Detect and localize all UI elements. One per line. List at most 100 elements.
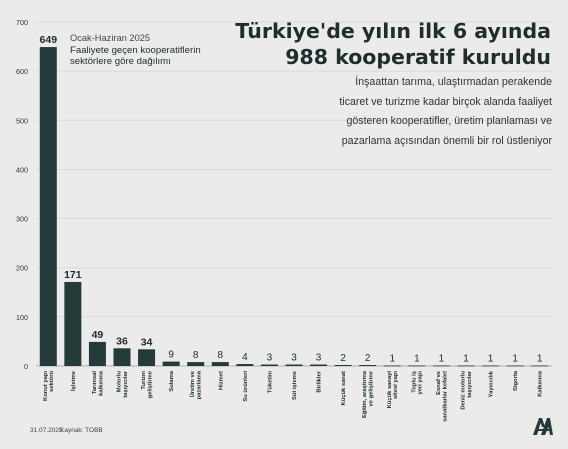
title-line-1: Türkiye'de yılın ilk 6 ayında xyxy=(235,19,551,43)
x-tick-label-line: Üretim ve xyxy=(189,370,196,397)
bar xyxy=(138,349,156,366)
bar-value-label: 8 xyxy=(218,350,224,361)
bar xyxy=(432,365,450,367)
y-tick-label: 600 xyxy=(16,67,28,76)
bar-value-label: 4 xyxy=(242,352,248,363)
x-tick-label: Tarımsalkalkınma xyxy=(92,370,104,396)
x-tick-label: Esnaf vesanatkarlar kefalet xyxy=(436,370,448,422)
bar xyxy=(39,47,57,366)
y-tick-label: 500 xyxy=(16,116,28,125)
x-tick-label: Tüketim xyxy=(267,371,273,393)
x-tick-label-line: Birlikler xyxy=(317,370,323,392)
bar-value-label: 2 xyxy=(365,353,371,364)
x-tick-label-line: ve geliştirme xyxy=(369,370,375,406)
bar-value-label: 1 xyxy=(463,354,469,365)
x-tick-label-line: Deniz motorlu xyxy=(461,371,467,410)
x-tick-label-line: taşıyıcılar xyxy=(123,370,129,397)
x-tick-label: Su ürünleri xyxy=(243,371,249,402)
x-tick-label-line: Küçük sanayi xyxy=(387,371,393,409)
description: İnşaattan tarıma, ulaştırmadan perakende… xyxy=(339,76,552,147)
y-tick-label: 300 xyxy=(16,215,28,224)
x-tick-label-line: pazarlama xyxy=(197,370,203,399)
bar xyxy=(211,362,229,366)
page-title: Türkiye'de yılın ilk 6 ayında 988 kooper… xyxy=(221,18,551,70)
y-tick-label: 100 xyxy=(16,313,28,322)
bar-value-label: 49 xyxy=(92,329,104,341)
bar-value-label: 36 xyxy=(116,335,128,347)
x-tick-label: Hizmet xyxy=(218,371,224,390)
x-tick-label-line: Sulama xyxy=(169,370,175,391)
labels: 0 100 200 300 400 500 600 700 649 Konut yapısektö… xyxy=(16,18,544,422)
footer-date: 31.07.2025 xyxy=(30,427,63,434)
bar xyxy=(162,361,180,366)
x-tick-label-line: Sigorta xyxy=(513,370,519,391)
bar xyxy=(310,364,328,366)
x-tick-label-line: Tüketim xyxy=(267,371,273,393)
bar xyxy=(383,365,401,367)
bars xyxy=(39,47,549,367)
bar xyxy=(359,365,377,366)
x-tick-label-line: sanatkarlar kefalet xyxy=(442,371,448,422)
bar xyxy=(506,365,524,367)
x-tick-label-line: Yayıncılık xyxy=(489,370,495,397)
bar-value-label: 1 xyxy=(512,354,518,365)
x-tick-label-line: Hizmet xyxy=(218,371,224,390)
bar xyxy=(285,364,303,366)
x-tick-label: Deniz motorlutaşıyıcılar xyxy=(461,370,473,409)
bar xyxy=(334,365,352,366)
x-tick-label-line: sitesi yapı xyxy=(393,371,399,399)
x-tick-label: Toplu işyeri yapı xyxy=(411,371,423,395)
bar xyxy=(113,348,131,366)
x-tick-label-line: Su ürünleri xyxy=(243,371,249,402)
x-tick-label-line: sektörü xyxy=(49,371,55,392)
x-tick-label: Eğitim, araştırmave geliştirme xyxy=(362,370,374,418)
x-tick-label-line: Konut yapı xyxy=(43,371,49,401)
x-tick-label: Motorlutaşıyıcılar xyxy=(117,370,129,397)
bar-value-label: 8 xyxy=(193,350,199,361)
y-tick-label: 200 xyxy=(16,264,28,273)
x-tick-label-line: Süt işleme xyxy=(292,370,298,400)
bar-value-label: 3 xyxy=(291,353,297,364)
x-tick-label-line: taşıyıcılar xyxy=(467,370,473,397)
aa-logo-icon xyxy=(533,418,553,435)
x-tick-label: Küçük sanat xyxy=(341,371,347,406)
bar-value-label: 649 xyxy=(40,34,58,46)
chart-subtitle: Faaliyete geçen kooperatiflerin sektörle… xyxy=(70,45,201,67)
x-tick-label: Kalkınma xyxy=(538,370,544,397)
footer-source: Kaynak: TOBB xyxy=(60,427,103,434)
bar xyxy=(457,365,475,367)
x-tick-label: İşletme xyxy=(70,370,77,391)
x-tick-label: Üretim vepazarlama xyxy=(189,370,202,399)
x-tick-label: Yayıncılık xyxy=(489,370,495,397)
x-tick-label-line: Tarımsal xyxy=(92,371,98,395)
x-tick-label-line: Turizm xyxy=(141,371,147,390)
bar-value-label: 2 xyxy=(340,353,346,364)
x-tick-label-line: kalkınma xyxy=(98,370,104,396)
bar xyxy=(236,364,254,366)
bar xyxy=(531,365,549,367)
bar-value-label: 34 xyxy=(141,336,153,348)
period-label: Ocak-Haziran 2025 xyxy=(70,33,151,43)
bar-value-label: 9 xyxy=(168,350,174,361)
title-line-2: 988 kooperatif kuruldu xyxy=(285,45,551,69)
y-tick-label: 400 xyxy=(16,165,28,174)
x-tick-label: Turizmgeliştirme xyxy=(141,370,153,398)
bar-value-label: 1 xyxy=(390,354,396,365)
x-tick-label-line: Toplu iş xyxy=(411,371,417,393)
x-tick-label-line: Esnaf ve xyxy=(436,370,442,395)
bar xyxy=(187,362,205,366)
y-tick-label: 0 xyxy=(24,362,28,371)
bar-value-label: 1 xyxy=(414,354,420,365)
bar xyxy=(88,341,106,366)
x-tick-label-line: geliştirme xyxy=(147,370,153,398)
x-tick-label-line: Küçük sanat xyxy=(341,371,347,406)
bar xyxy=(482,365,500,367)
x-tick-label: Birlikler xyxy=(317,370,323,392)
bar-value-label: 3 xyxy=(316,353,322,364)
x-tick-label-line: yeri yapı xyxy=(418,371,424,395)
bar-value-label: 1 xyxy=(439,354,445,365)
x-tick-label: Sigorta xyxy=(513,370,519,391)
x-tick-label: Konut yapısektörü xyxy=(43,371,55,401)
